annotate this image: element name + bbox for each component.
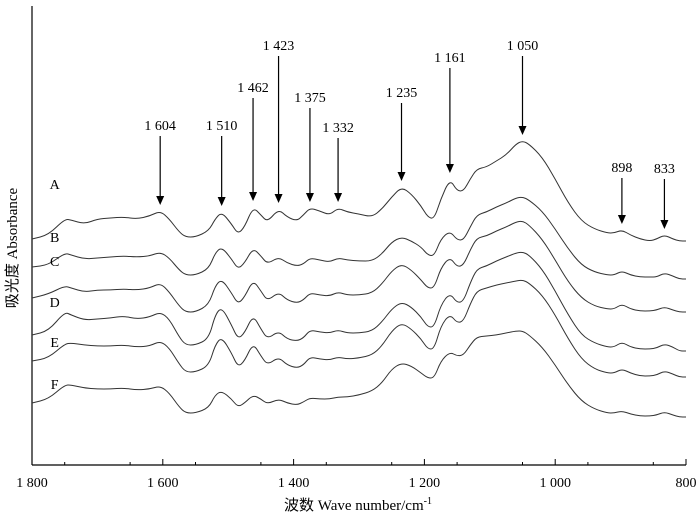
plot-frame bbox=[31, 6, 686, 466]
peak-arrow-head bbox=[660, 220, 669, 229]
peak-arrow-head bbox=[445, 164, 454, 173]
series-label-B: B bbox=[50, 231, 59, 246]
peak-label: 1 050 bbox=[507, 39, 539, 54]
x-axis-title-text: 波数 Wave number/cm bbox=[284, 497, 424, 514]
peak-label: 1 423 bbox=[263, 39, 295, 54]
x-axis-title-superscript: -1 bbox=[424, 496, 432, 507]
peak-arrow-head bbox=[156, 196, 165, 205]
peak-label: 1 604 bbox=[144, 119, 176, 134]
series-line-B bbox=[31, 196, 686, 280]
x-tick-label: 1 400 bbox=[278, 476, 310, 491]
peak-arrow-head bbox=[617, 215, 626, 224]
peak-label: 1 235 bbox=[386, 86, 418, 101]
x-tick-label: 1 200 bbox=[409, 476, 441, 491]
x-tick-label: 1 600 bbox=[147, 476, 179, 491]
series-label-C: C bbox=[50, 255, 59, 270]
series-label-A: A bbox=[50, 178, 61, 193]
peak-label: 1 161 bbox=[434, 51, 466, 66]
peak-arrow-head bbox=[518, 126, 527, 135]
series-label-F: F bbox=[51, 378, 59, 393]
peak-label: 1 332 bbox=[322, 121, 354, 136]
peak-arrow-head bbox=[249, 192, 258, 201]
series-line-C bbox=[31, 220, 686, 313]
peak-arrow-head bbox=[217, 197, 226, 206]
peak-annotations: 1 604 1 510 1 462 1 423 1 375 1 332 1 235 1 161… bbox=[144, 39, 675, 229]
series-line-F bbox=[31, 330, 686, 418]
peak-arrow-head bbox=[305, 193, 314, 202]
peak-arrow-head bbox=[397, 172, 406, 181]
peak-arrow-head bbox=[274, 194, 283, 203]
series-line-D bbox=[31, 251, 686, 352]
peak-label: 1 375 bbox=[294, 91, 326, 106]
x-tick-label: 800 bbox=[676, 476, 697, 491]
peak-label: 1 510 bbox=[206, 119, 238, 134]
x-tick-label: 1 000 bbox=[539, 476, 571, 491]
series-label-D: D bbox=[50, 296, 60, 311]
y-axis-title: 吸光度 Absorbance bbox=[4, 187, 21, 308]
x-axis-title: 波数 Wave number/cm-1 bbox=[284, 496, 432, 514]
peak-label: 1 462 bbox=[237, 81, 269, 96]
peak-arrow-head bbox=[334, 193, 343, 202]
series-label-E: E bbox=[50, 336, 59, 351]
peak-label: 898 bbox=[611, 161, 632, 176]
series-lines bbox=[31, 141, 686, 418]
series-line-A bbox=[31, 141, 686, 242]
x-tick-label: 1 800 bbox=[16, 476, 48, 491]
series-labels: A BC D E F bbox=[50, 178, 61, 393]
peak-label: 833 bbox=[654, 162, 675, 177]
x-axis-ticks: 1 800 1 600 1 400 1 200 1 000 800 bbox=[16, 459, 697, 491]
series-line-E bbox=[31, 279, 686, 378]
